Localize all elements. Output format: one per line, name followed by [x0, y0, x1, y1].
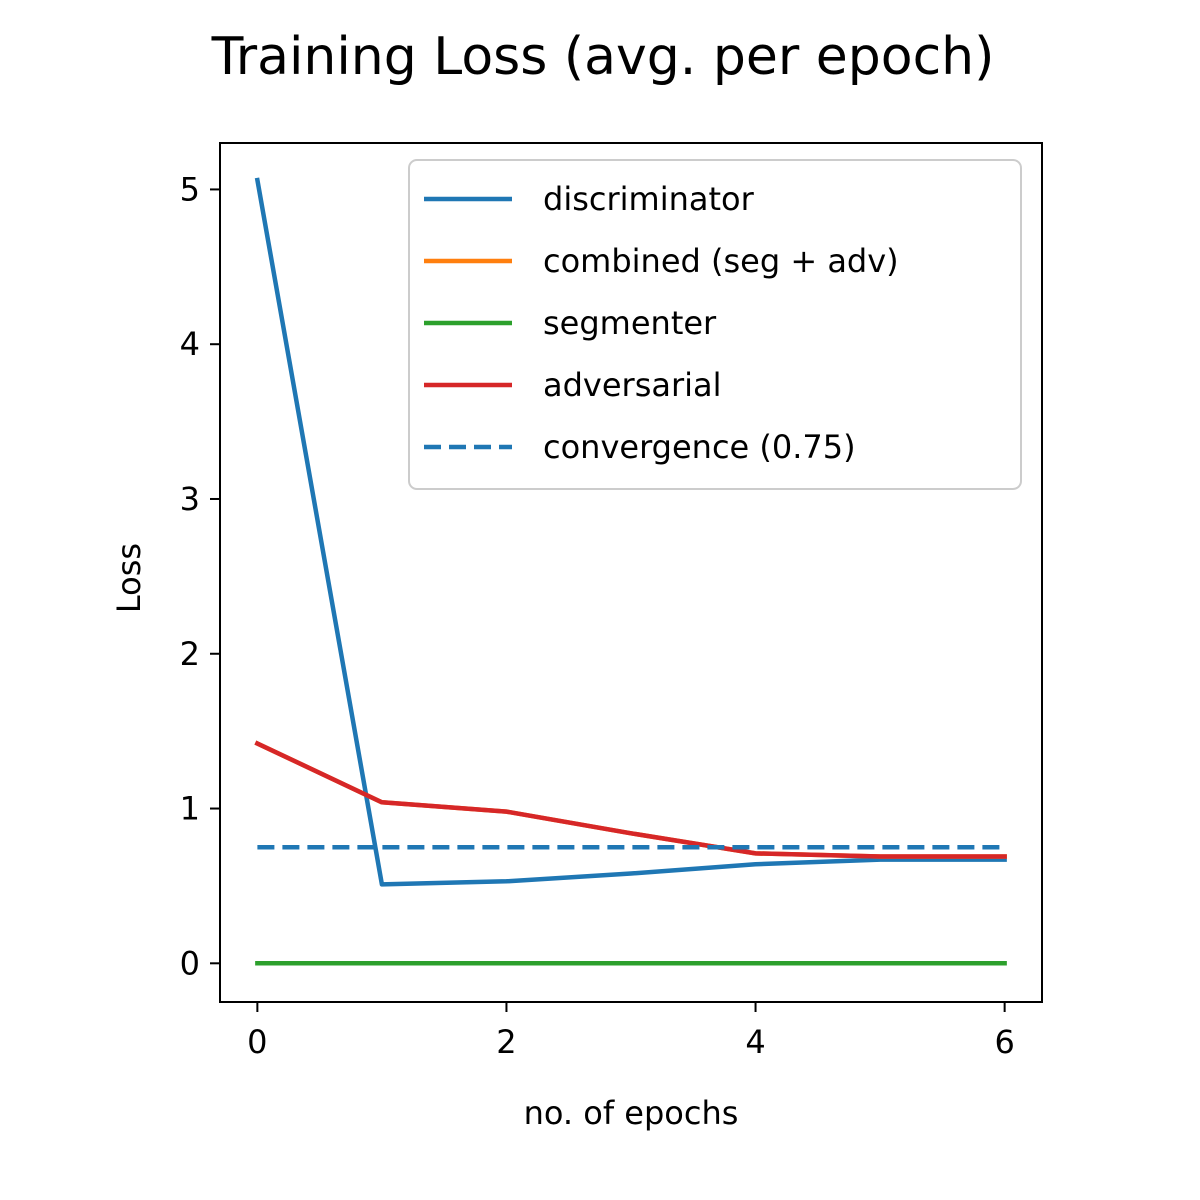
legend-label: discriminator: [543, 180, 755, 218]
legend: discriminator combined (seg + adv) segment…: [408, 159, 1022, 490]
x-tick-label: 0: [247, 1023, 267, 1061]
y-axis-label: Loss: [110, 543, 148, 613]
legend-label: combined (seg + adv): [543, 242, 899, 280]
series-line-0: [254, 177, 1007, 887]
x-tick-label: 4: [745, 1023, 765, 1061]
y-tick-label: 0: [180, 944, 200, 982]
legend-label: convergence (0.75): [543, 428, 856, 466]
y-tick-label: 3: [180, 480, 200, 518]
chart-title: Training Loss (avg. per epoch): [211, 27, 995, 87]
axes-frame: [219, 142, 1043, 1003]
y-tick-label: 2: [180, 635, 200, 673]
series-line-3: [254, 740, 1007, 859]
y-tick-label: 5: [180, 170, 200, 208]
legend-label: adversarial: [543, 366, 722, 404]
legend-box: [408, 159, 1022, 490]
x-tick-label: 6: [994, 1023, 1014, 1061]
y-tick-label: 1: [180, 790, 200, 828]
y-tick-label: 4: [180, 325, 200, 363]
x-axis-label: no. of epochs: [524, 1094, 739, 1132]
x-tick-label: 2: [496, 1023, 516, 1061]
legend-label: segmenter: [543, 304, 717, 342]
plot-area: 0 2 4 6 0 1 2 3 4 5: [180, 142, 1043, 1061]
legend-entries: discriminator combined (seg + adv) segment…: [424, 180, 899, 466]
axis-ticks: 0 2 4 6 0 1 2 3 4 5: [180, 170, 1015, 1061]
series-lines: [254, 177, 1007, 966]
